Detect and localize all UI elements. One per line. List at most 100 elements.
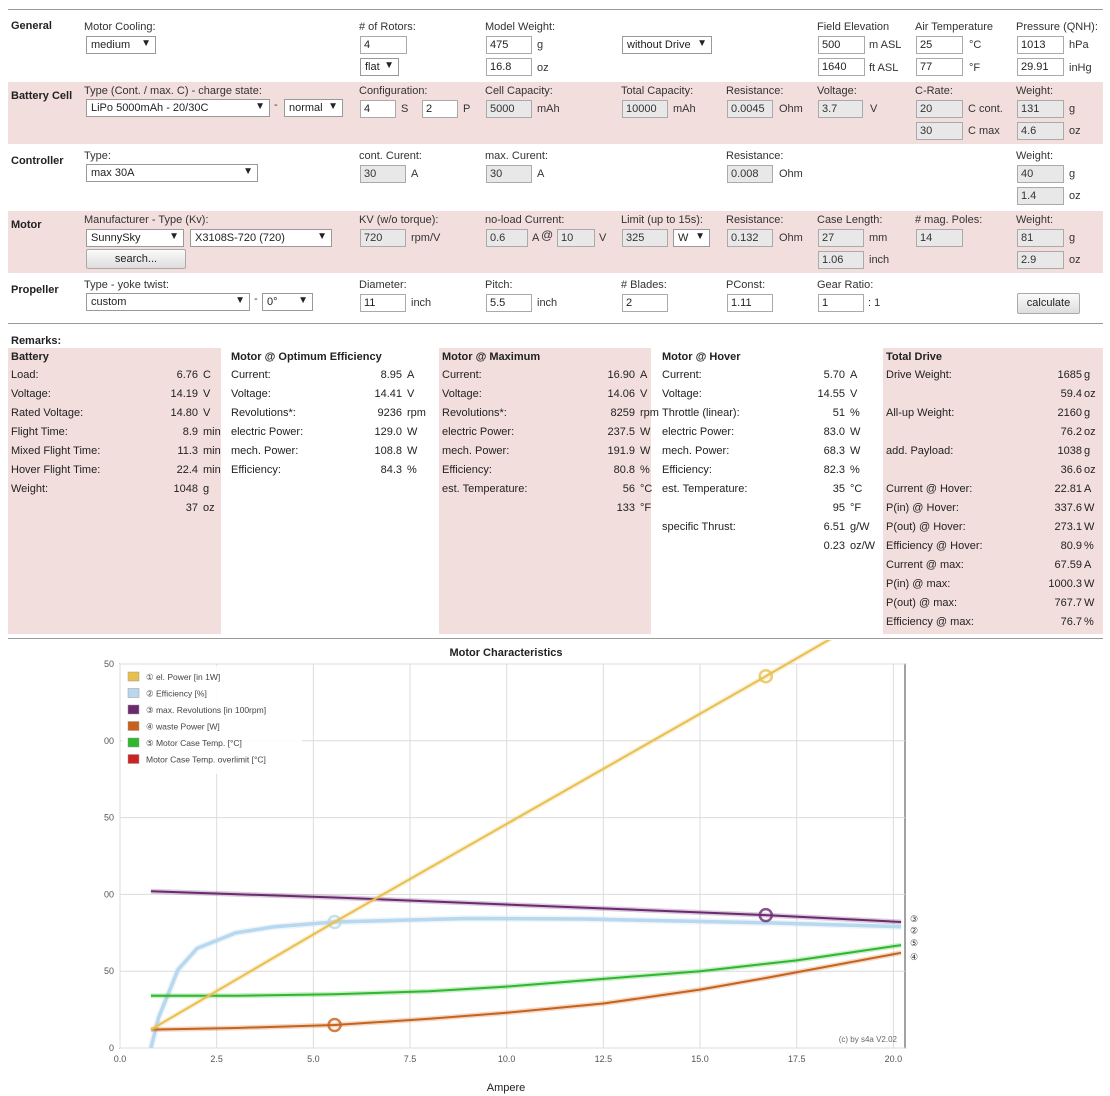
diameter-input[interactable]: [360, 294, 406, 312]
result-unit: A: [407, 369, 415, 381]
result-value: 83.0: [823, 426, 845, 438]
result-unit: A: [850, 369, 858, 381]
hover-result-row: est. Temperature: 35 °C: [662, 483, 877, 502]
gear-ratio-label: Gear Ratio:: [817, 279, 874, 291]
model-weight-oz-input[interactable]: [486, 58, 532, 76]
optimum-result-row: Efficiency: 84.3%: [231, 464, 433, 483]
x-tick-label: 2.5: [210, 1054, 223, 1064]
pressure-inhg-unit: inHg: [1069, 62, 1092, 74]
prop-type-dash: -: [254, 293, 258, 305]
case-length-label: Case Length:: [817, 214, 883, 226]
total-drive-results: Total Drive Drive Weight: 1685 g 59.4 oz All-…: [883, 348, 1103, 634]
yoke-twist-select[interactable]: 0° ▼: [262, 293, 313, 311]
result-unit: W: [640, 426, 651, 438]
total-result-row: Current @ max: 67.59 A: [886, 559, 1103, 578]
result-unit: %: [1084, 616, 1094, 628]
elevation-m-input[interactable]: [818, 36, 865, 54]
battery-results: Battery Load: 6.76 C Voltage: 14.19 V Rated Vo…: [8, 348, 221, 634]
blades-input[interactable]: [622, 294, 668, 312]
chevron-down-icon: ▼: [695, 231, 705, 242]
result-value: 1038: [1057, 445, 1082, 457]
search-button[interactable]: search...: [86, 249, 186, 269]
battery-result-row: Load: 6.76 C: [11, 369, 221, 388]
motor-weight-oz-unit: oz: [1069, 254, 1081, 266]
temp-c-input[interactable]: [916, 36, 963, 54]
result-unit: V: [203, 407, 211, 419]
optimum-result-row: mech. Power: 108.8 W: [231, 445, 433, 464]
motor-resistance-label: Resistance:: [726, 214, 784, 226]
case-length-inch-input: [818, 251, 864, 269]
result-unit: min: [203, 445, 221, 457]
pconst-input[interactable]: [727, 294, 773, 312]
temp-f-input[interactable]: [916, 58, 963, 76]
result-key: Voltage:: [231, 388, 271, 400]
x-tick-label: 0.0: [114, 1054, 127, 1064]
total-result-row: add. Payload: 1038 g: [886, 445, 1103, 464]
result-unit: W: [850, 426, 861, 438]
result-key: mech. Power:: [662, 445, 730, 457]
controller-type-select[interactable]: max 30A ▼: [86, 164, 258, 182]
total-result-row: Efficiency @ max: 76.7%: [886, 616, 1103, 635]
battery-type-select[interactable]: LiPo 5000mAh - 20/30C ▼: [86, 99, 270, 117]
total-capacity-input: [622, 100, 668, 118]
result-unit: °F: [850, 502, 862, 514]
chevron-down-icon: ▼: [169, 231, 179, 242]
motor-cooling-select[interactable]: medium ▼: [86, 36, 156, 54]
config-s-input[interactable]: [360, 100, 396, 118]
result-unit: g: [1084, 445, 1091, 457]
prop-type-select[interactable]: custom ▼: [86, 293, 250, 311]
motor-type-select[interactable]: X3108S-720 (720) ▼: [190, 229, 332, 247]
result-unit: A: [1084, 559, 1092, 571]
result-unit: g: [1084, 407, 1091, 419]
series-end-marker: ③: [910, 914, 918, 924]
result-value: 16.90: [607, 369, 635, 381]
calculate-button[interactable]: calculate: [1017, 293, 1080, 314]
pressure-hpa-input[interactable]: [1017, 36, 1064, 54]
result-key: Hover Flight Time:: [11, 464, 101, 476]
cell-voltage-label: Voltage:: [817, 85, 857, 97]
motor-weight-g-unit: g: [1069, 232, 1076, 244]
config-p-input[interactable]: [422, 100, 458, 118]
result-value: 1048: [173, 483, 198, 495]
rotors-label: # of Rotors:: [359, 21, 416, 33]
total-result-row: 59.4 oz: [886, 388, 1103, 407]
pressure-inhg-input[interactable]: [1017, 58, 1064, 76]
chevron-down-icon: ▼: [328, 101, 338, 112]
result-unit: C: [203, 369, 211, 381]
result-key: Current:: [231, 369, 271, 381]
x-tick-label: 10.0: [498, 1054, 516, 1064]
charge-state-select[interactable]: normal ▼: [284, 99, 343, 117]
result-unit: V: [850, 388, 858, 400]
yoke-twist-value: 0°: [267, 296, 278, 308]
series-line: [149, 916, 902, 1049]
drive-mode-select[interactable]: without Drive ▼: [622, 36, 712, 54]
series-end-marker: ②: [910, 926, 918, 936]
result-value: 22.81: [1054, 483, 1082, 495]
frame-select[interactable]: flat ▼: [360, 58, 399, 76]
result-value: 80.8: [613, 464, 635, 476]
temp-c-unit: °C: [969, 39, 982, 51]
x-tick-label: 15.0: [691, 1054, 709, 1064]
controller-type-value: max 30A: [91, 167, 135, 179]
result-key: Drive Weight:: [886, 369, 952, 381]
result-unit: oz: [203, 502, 215, 514]
controller-type-label: Type:: [84, 150, 111, 162]
result-value: 14.41: [374, 388, 402, 400]
result-unit: A: [640, 369, 648, 381]
elevation-ft-input[interactable]: [818, 58, 865, 76]
result-value: 95: [832, 502, 845, 514]
maximum-result-row: Efficiency: 80.8%: [442, 464, 651, 483]
x-tick-label: 12.5: [595, 1054, 613, 1064]
legend-label: Motor Case Temp. overlimit [°C]: [146, 755, 266, 765]
rotors-input[interactable]: [360, 36, 407, 54]
gear-ratio-input[interactable]: [818, 294, 864, 312]
motor-cooling-value: medium: [91, 39, 131, 51]
model-weight-g-input[interactable]: [486, 36, 532, 54]
manufacturer-select[interactable]: SunnySky ▼: [86, 229, 184, 247]
result-key: est. Temperature:: [442, 483, 528, 495]
result-unit: W: [850, 445, 861, 457]
limit-unit-select[interactable]: W ▼: [673, 229, 710, 247]
result-key: electric Power:: [442, 426, 515, 438]
result-value: 11.3: [177, 445, 198, 457]
pitch-input[interactable]: [486, 294, 532, 312]
